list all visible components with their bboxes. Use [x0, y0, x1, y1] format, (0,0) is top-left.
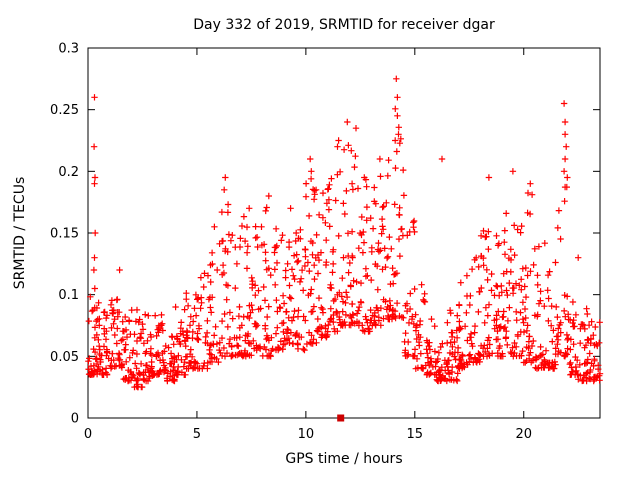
y-tick-label: 0.2 — [58, 165, 79, 180]
y-tick-label: 0.1 — [58, 288, 79, 303]
axis-tick-labels: 0 5 10 15 20 0 0.05 0.1 0.15 0.2 0.25 0.3 — [50, 42, 532, 443]
y-tick-label: 0.05 — [50, 350, 79, 365]
y-tick-label: 0.25 — [50, 103, 79, 118]
x-axis-label: GPS time / hours — [285, 451, 402, 467]
y-tick-label: 0.15 — [50, 227, 79, 242]
chart-title: Day 332 of 2019, SRMTID for receiver dga… — [193, 17, 495, 33]
y-tick-label: 0.3 — [58, 42, 79, 57]
x-tick-label: 0 — [84, 427, 92, 442]
axis-marker-square — [337, 414, 345, 422]
x-tick-label: 15 — [407, 427, 424, 442]
y-tick-label: 0 — [71, 412, 79, 427]
x-tick-label: 5 — [193, 427, 201, 442]
data-points — [85, 75, 604, 391]
y-axis-label: SRMTID / TECUs — [12, 177, 28, 290]
x-tick-label: 10 — [298, 427, 315, 442]
x-tick-label: 20 — [515, 427, 532, 442]
